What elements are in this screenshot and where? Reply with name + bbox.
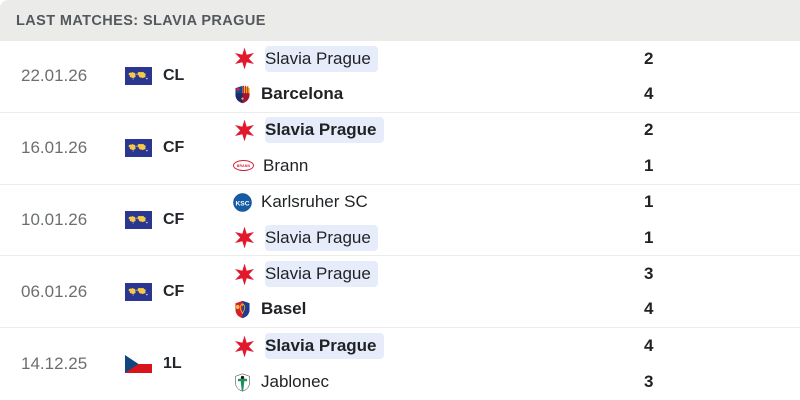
svg-text:KSC: KSC [235,200,249,207]
